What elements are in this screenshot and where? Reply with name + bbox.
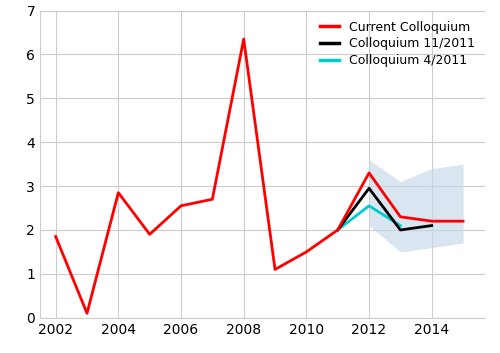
Legend: Current Colloquium, Colloquium 11/2011, Colloquium 4/2011: Current Colloquium, Colloquium 11/2011, …: [316, 17, 479, 71]
